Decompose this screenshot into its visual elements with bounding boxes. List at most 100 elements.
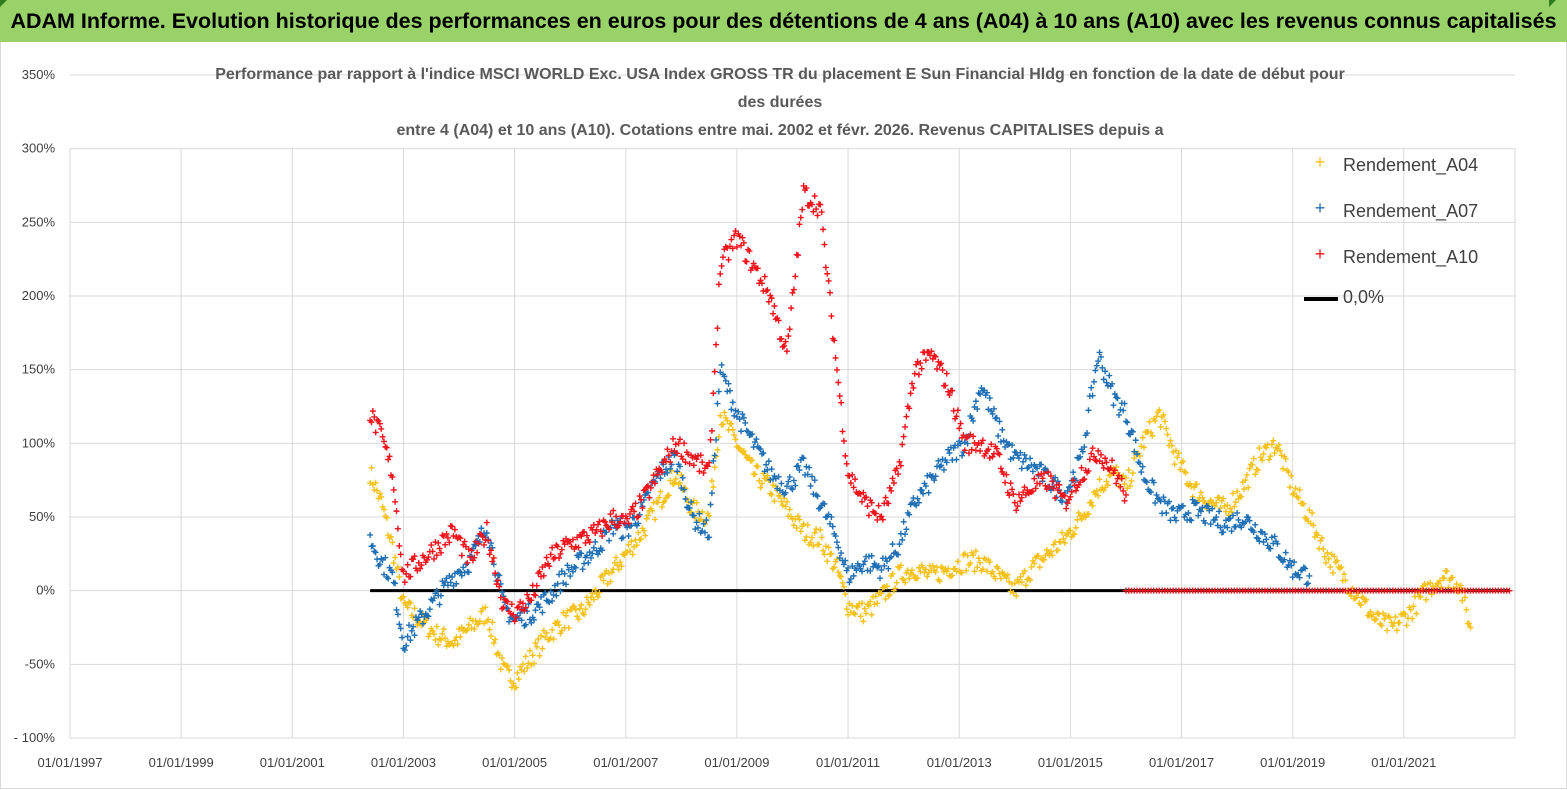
data-point <box>460 564 467 571</box>
data-point <box>1453 581 1460 588</box>
data-point <box>504 598 511 605</box>
data-point <box>615 522 622 529</box>
data-point <box>863 610 870 617</box>
data-point <box>378 494 385 501</box>
data-point <box>1127 431 1134 438</box>
data-point <box>458 552 465 559</box>
data-point <box>553 592 560 599</box>
data-point <box>1216 494 1223 501</box>
data-point <box>906 405 913 412</box>
data-point <box>1077 453 1084 460</box>
data-point <box>872 593 879 600</box>
data-point <box>532 592 539 599</box>
data-point <box>1171 461 1178 468</box>
data-point <box>889 541 896 548</box>
data-point <box>875 563 882 570</box>
data-point <box>437 636 444 643</box>
data-point <box>711 368 718 375</box>
data-point <box>1081 444 1088 451</box>
data-point <box>1010 590 1017 597</box>
data-point <box>1296 574 1303 581</box>
data-point <box>1064 500 1071 507</box>
data-point <box>975 555 982 562</box>
data-point <box>390 486 397 493</box>
data-point <box>881 583 888 590</box>
data-point <box>1256 445 1263 452</box>
data-point <box>1238 524 1245 531</box>
data-point <box>868 611 875 618</box>
data-point <box>540 572 547 579</box>
data-point <box>1285 468 1292 475</box>
data-point <box>408 627 415 634</box>
data-point <box>1027 455 1034 462</box>
data-point <box>679 474 686 481</box>
data-point <box>1378 622 1385 629</box>
data-point <box>839 579 846 586</box>
data-point <box>617 518 624 525</box>
data-point <box>1064 487 1071 494</box>
data-point <box>1318 535 1325 542</box>
data-point <box>1022 582 1029 589</box>
data-point <box>967 560 974 567</box>
chart-title: Performance par rapport à l'indice MSCI … <box>215 66 1345 139</box>
data-point <box>546 563 553 570</box>
data-point <box>1152 417 1159 424</box>
data-point <box>959 452 966 459</box>
data-point <box>629 503 636 510</box>
data-point <box>1116 472 1123 479</box>
data-point <box>563 612 570 619</box>
data-point <box>517 610 524 617</box>
data-point <box>838 550 845 557</box>
data-point <box>1268 534 1275 541</box>
data-point <box>461 538 468 545</box>
y-tick-label: 50% <box>29 509 55 524</box>
data-point <box>971 568 978 575</box>
data-point <box>883 558 890 565</box>
data-point <box>1131 455 1138 462</box>
data-point <box>1373 616 1380 623</box>
data-point <box>1300 500 1307 507</box>
data-point <box>369 542 376 549</box>
data-point <box>1331 553 1338 560</box>
data-point <box>860 618 867 625</box>
data-point <box>1100 464 1107 471</box>
data-point <box>1061 492 1068 499</box>
data-point <box>811 477 818 484</box>
data-point <box>949 572 956 579</box>
data-point <box>770 482 777 489</box>
legend-label-zero: 0,0% <box>1343 287 1384 307</box>
data-point <box>1174 507 1181 514</box>
data-point <box>1249 461 1256 468</box>
data-point <box>499 655 506 662</box>
data-point <box>1211 516 1218 523</box>
data-point <box>490 554 497 561</box>
data-point <box>1199 504 1206 511</box>
data-point <box>1122 491 1129 498</box>
x-tick-label: 01/01/2003 <box>371 755 436 770</box>
data-point <box>688 499 695 506</box>
data-point <box>977 448 984 455</box>
data-point <box>984 568 991 575</box>
data-point <box>864 503 871 510</box>
data-point <box>693 499 700 506</box>
data-point <box>785 478 792 485</box>
data-point <box>989 410 996 417</box>
data-point <box>563 535 570 542</box>
data-point <box>432 636 439 643</box>
data-point <box>765 298 772 305</box>
data-point <box>549 544 556 551</box>
data-point <box>500 604 507 611</box>
data-point <box>686 505 693 512</box>
data-point <box>750 260 757 267</box>
data-point <box>706 534 713 541</box>
data-point <box>792 273 799 280</box>
data-point <box>589 590 596 597</box>
data-point <box>1031 560 1038 567</box>
data-point <box>567 573 574 580</box>
data-point <box>760 450 767 457</box>
data-point <box>532 607 539 614</box>
data-point <box>776 493 783 500</box>
data-point <box>617 559 624 566</box>
data-point <box>1129 470 1136 477</box>
data-point <box>1279 465 1286 472</box>
